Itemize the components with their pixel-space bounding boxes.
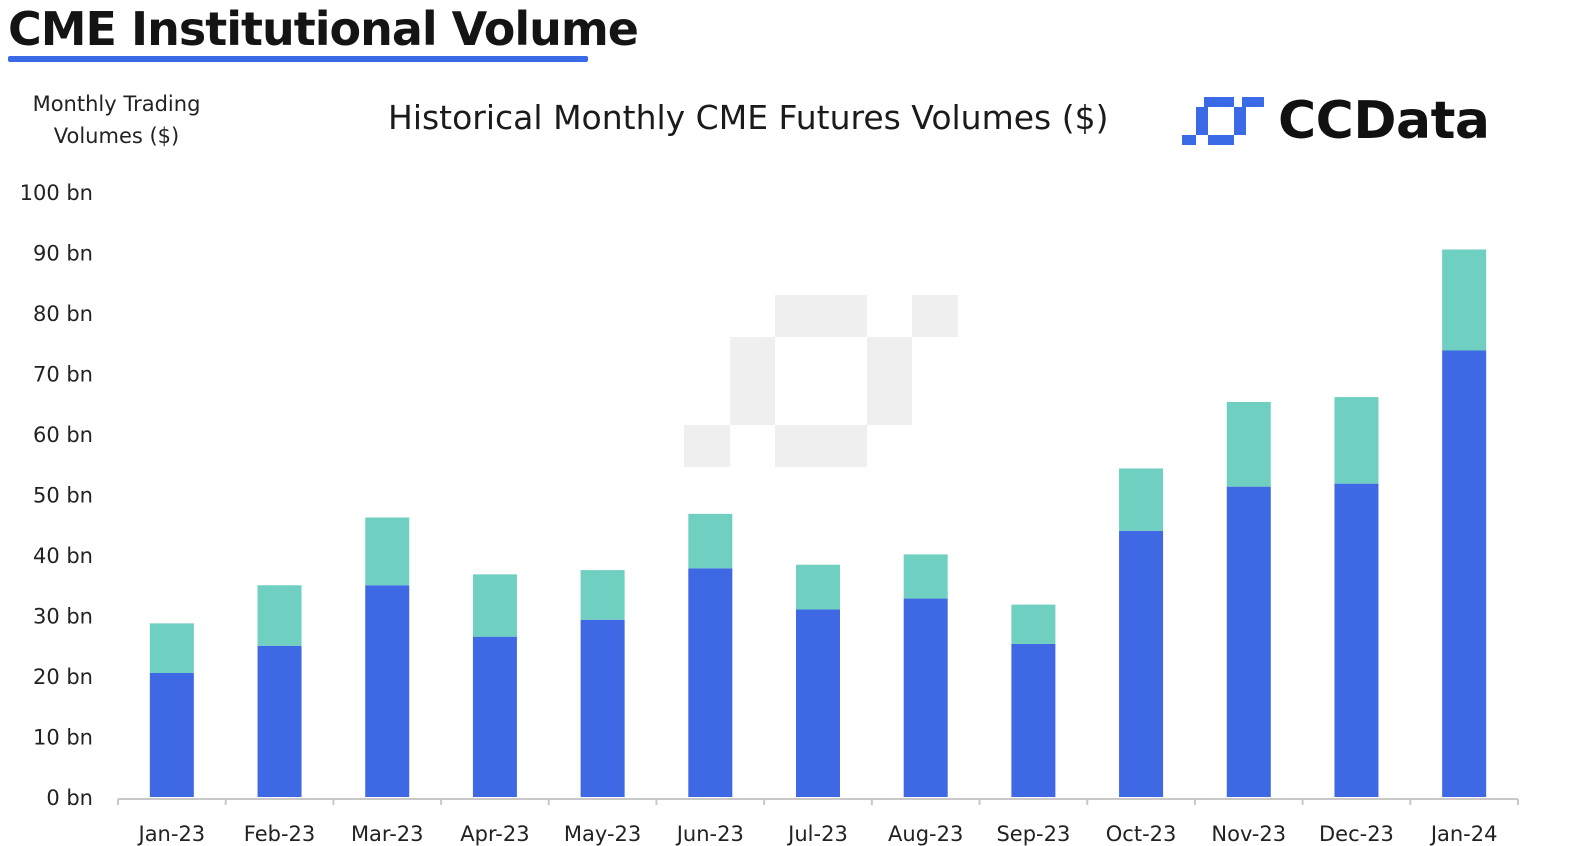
logo-text: CCData (1278, 91, 1490, 151)
x-tick-label: Jul-23 (786, 822, 848, 846)
y-tick-label: 20 bn (33, 665, 93, 689)
x-tick-label: Jan-23 (137, 822, 206, 846)
y-tick-label: 100 bn (20, 181, 93, 205)
y-tick-label: 10 bn (33, 726, 93, 750)
bar-segment-series-1 (903, 598, 948, 797)
x-tick-label: Nov-23 (1211, 822, 1286, 846)
bar-segment-series-1 (149, 672, 194, 797)
bar-segment-series-2 (796, 564, 840, 610)
y-tick-label: 80 bn (33, 302, 93, 326)
x-tick-label: Dec-23 (1319, 822, 1394, 846)
title-underline (8, 56, 588, 62)
bar-segment-series-1 (1442, 350, 1487, 797)
bar-segment-series-1 (688, 568, 733, 797)
x-tick-label: Oct-23 (1106, 822, 1177, 846)
x-tick-label: May-23 (564, 822, 641, 846)
page-title: CME Institutional Volume (8, 2, 639, 56)
y-tick-label: 50 bn (33, 484, 93, 508)
x-tick-label: Jun-23 (675, 822, 744, 846)
bar-segment-series-1 (365, 585, 410, 797)
y-tick-label: 60 bn (33, 423, 93, 447)
y-tick-label: 90 bn (33, 242, 93, 266)
x-tick-label: Apr-23 (460, 822, 529, 846)
bar-segment-series-2 (580, 570, 625, 620)
bar-segment-series-1 (472, 636, 517, 797)
bar-segment-series-1 (1226, 486, 1271, 797)
bar-segment-series-2 (1119, 468, 1164, 531)
ccdata-logo-icon (1182, 97, 1264, 145)
bar-segment-series-2 (1442, 249, 1487, 351)
bar-segment-series-2 (149, 623, 194, 673)
bar-segment-series-1 (796, 609, 840, 797)
x-tick-label: Aug-23 (888, 822, 963, 846)
y-tick-label: 30 bn (33, 605, 93, 629)
bar-segment-series-1 (580, 619, 625, 797)
bar-segment-series-2 (903, 554, 948, 599)
bar-segment-series-2 (257, 585, 302, 646)
x-tick-label: Feb-23 (244, 822, 315, 846)
bar-segment-series-2 (365, 517, 410, 586)
bar-segment-series-2 (1226, 401, 1271, 487)
bar-segment-series-2 (1011, 604, 1056, 644)
y-tick-label: 70 bn (33, 363, 93, 387)
chart-title: Historical Monthly CME Futures Volumes (… (388, 98, 1109, 137)
bar-segment-series-1 (1334, 483, 1379, 797)
ccdata-logo: CCData (1180, 88, 1490, 154)
bar-segment-series-1 (1119, 530, 1164, 797)
x-tick-label: Sep-23 (996, 822, 1070, 846)
bar-segment-series-1 (257, 645, 302, 797)
bar-segment-series-2 (472, 574, 517, 637)
bar-segment-series-2 (1334, 397, 1379, 484)
bar-segment-series-2 (688, 513, 733, 569)
y-tick-label: 40 bn (33, 544, 93, 568)
x-tick-label: Mar-23 (351, 822, 424, 846)
y-axis-label: Monthly Trading Volumes ($) (32, 92, 201, 148)
x-tick-label: Jan-24 (1429, 822, 1498, 846)
y-tick-label: 0 bn (46, 786, 93, 810)
watermark-logo (684, 295, 958, 467)
bar-segment-series-1 (1011, 643, 1056, 797)
